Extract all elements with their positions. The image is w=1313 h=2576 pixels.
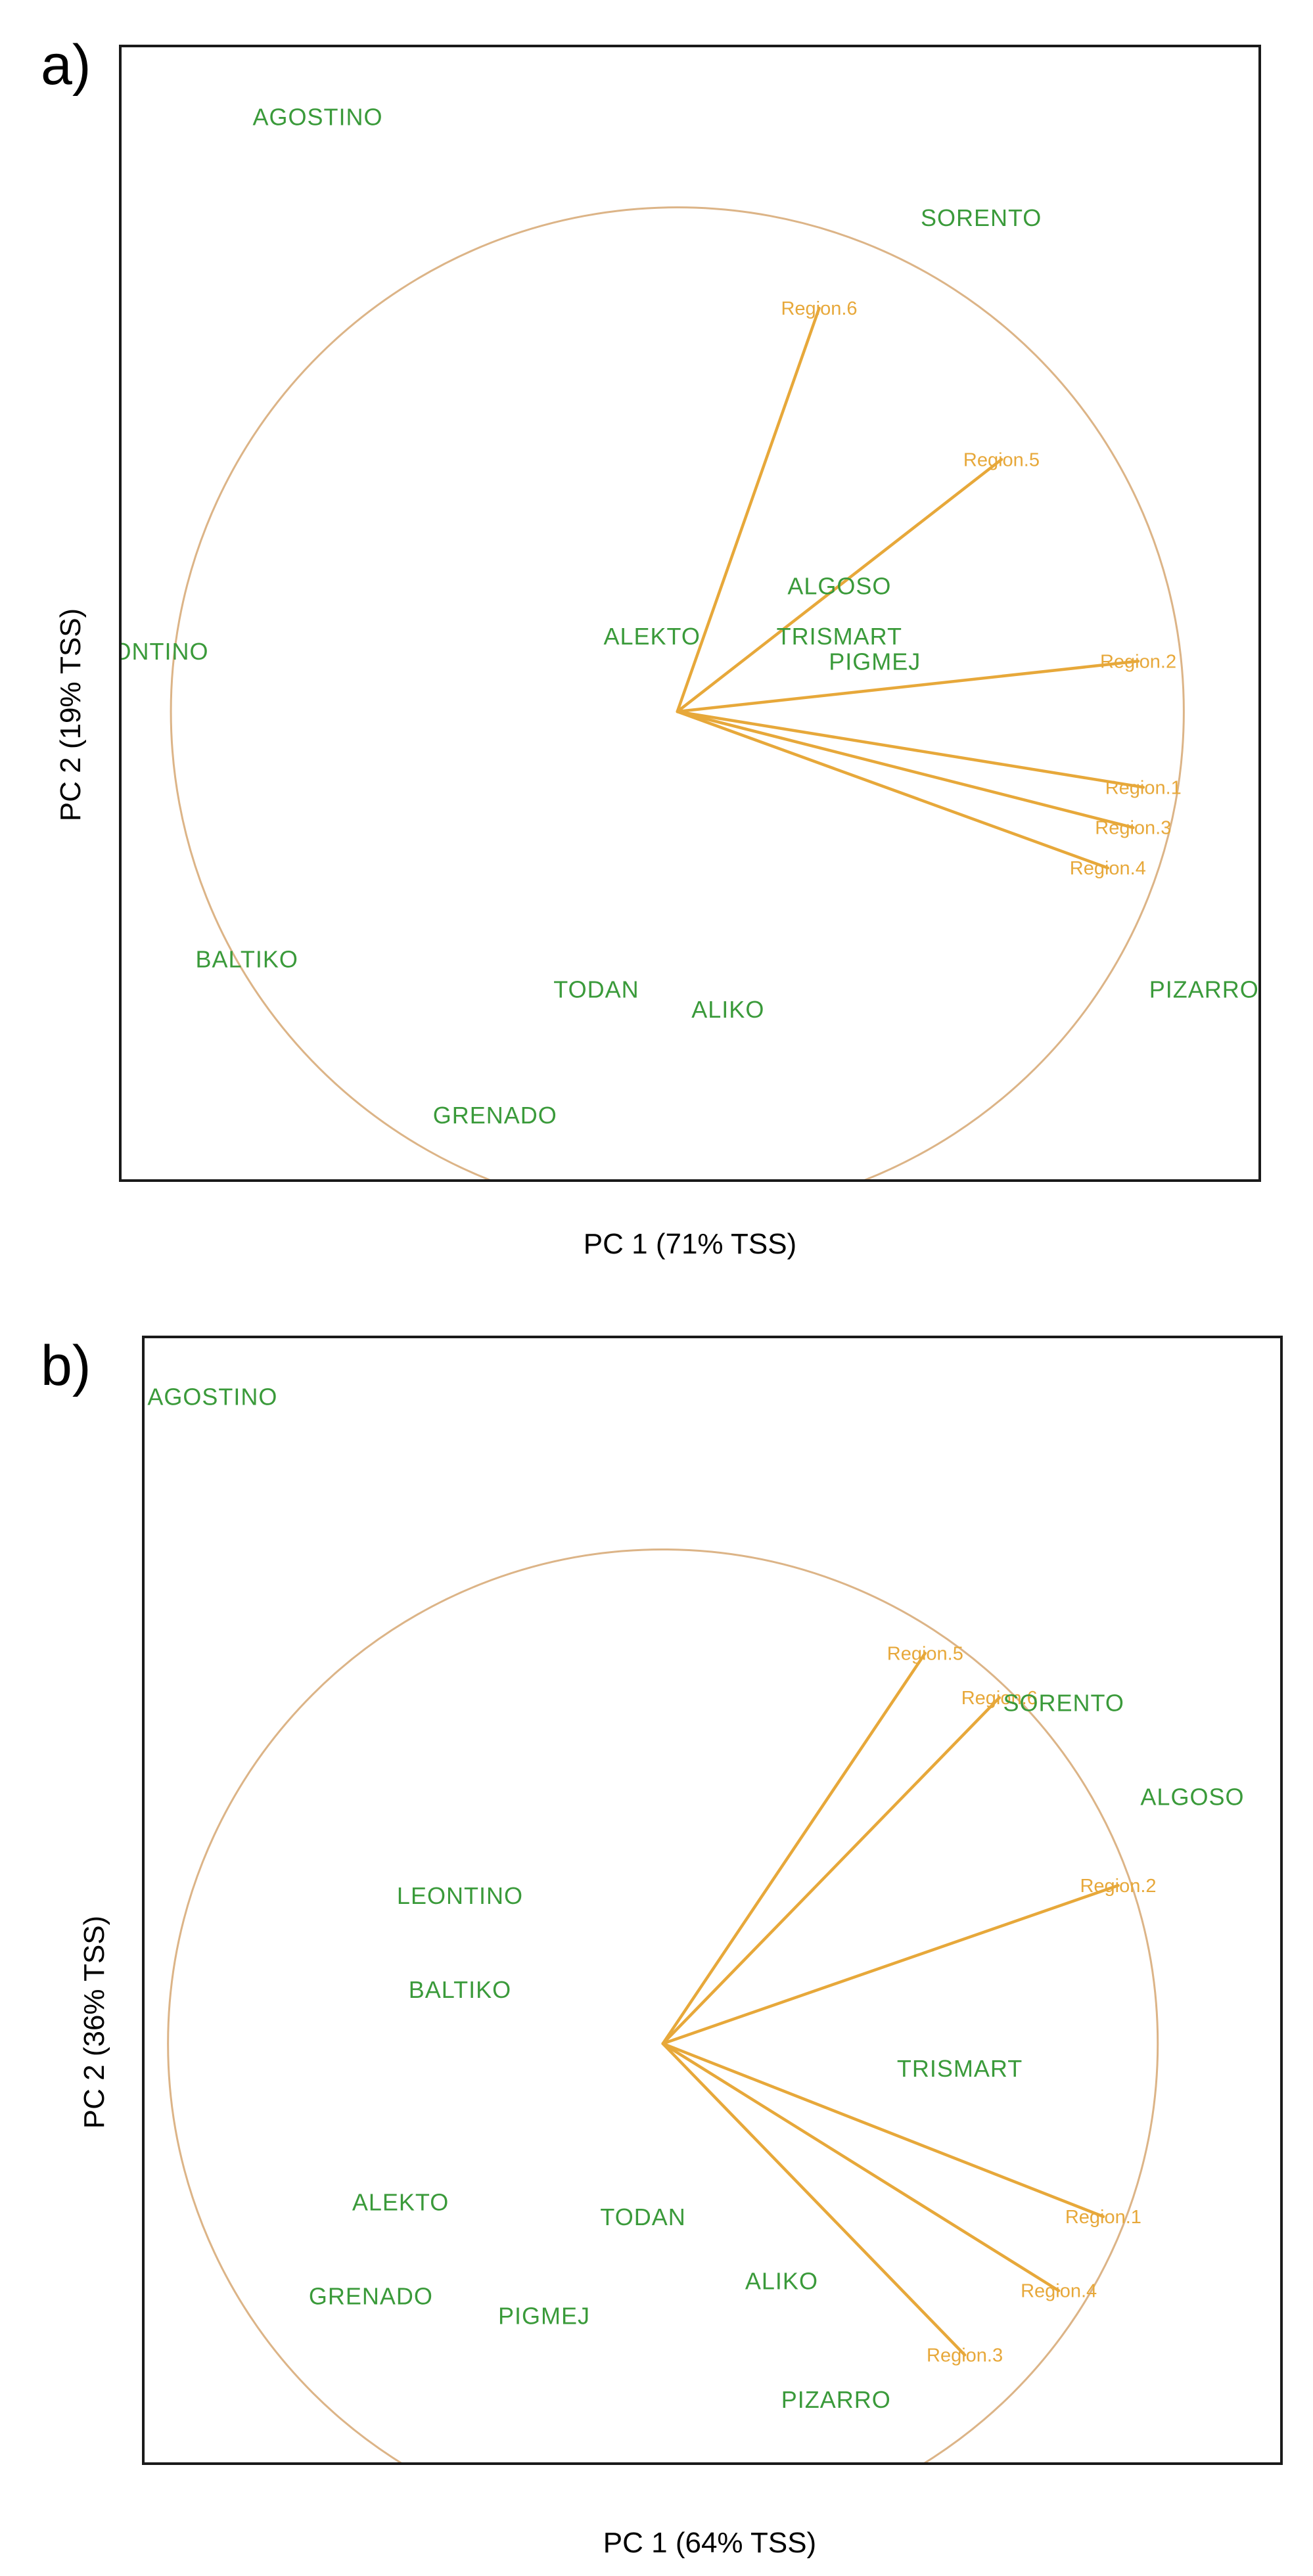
panel-b-frame <box>142 1336 1283 2465</box>
panel-b-plot-area: Region.5 Region.6 Region.2 Region.1 Region.4… <box>147 1383 1244 2464</box>
panel-b-y-axis-label: PC 2 (36% TSS) <box>78 1916 110 2129</box>
panel-b-variable-label-region-4: Region.4 <box>1021 2281 1097 2302</box>
panel-b-variable-label-region-1: Region.1 <box>1065 2207 1141 2228</box>
panel-a-arrow-region-5 <box>676 458 1003 713</box>
panel-a-observation-todan: TODAN <box>553 976 639 1003</box>
panel-b-observation-algoso: ALGOSO <box>1140 1784 1244 1811</box>
panel-b-observation-aliko: ALIKO <box>745 2268 818 2295</box>
panel-a-variable-label-region-4: Region.4 <box>1070 858 1146 879</box>
panel-a-arrow-region-3 <box>676 710 1135 829</box>
panel-a-observation-sorento: SORENTO <box>921 204 1042 231</box>
panel-b-observation-trismart: TRISMART <box>897 2055 1023 2082</box>
panel-a-label: a) <box>41 34 91 97</box>
panel-a-observation-alekto: ALEKTO <box>603 623 700 650</box>
panel-a-variable-label-region-6: Region.6 <box>781 298 857 319</box>
panel-b-variable-label-region-3: Region.3 <box>927 2345 1003 2366</box>
panel-b-observation-leontino: LEONTINO <box>397 1882 523 1909</box>
panel-a-observation-algoso: ALGOSO <box>787 572 891 599</box>
panel-a-frame <box>119 45 1261 1182</box>
panel-b-observation-sorento: SORENTO <box>1003 1690 1124 1717</box>
panel-b-arrow-region-6 <box>661 1696 1002 2045</box>
panel-a-observation-pizarro: PIZARRO <box>1149 976 1259 1003</box>
panel-a-correlation-circle <box>170 206 1185 1181</box>
panel-b-arrow-region-5 <box>661 1652 927 2045</box>
panel-b: b) PC 1 (64% TSS) PC 2 (36% TSS) Region.… <box>41 1334 1283 2559</box>
panel-b-arrow-region-3 <box>661 2042 967 2357</box>
panel-a-variable-label-region-3: Region.3 <box>1095 818 1171 839</box>
panel-b-arrow-region-1 <box>661 2042 1105 2219</box>
panel-b-observation-agostino: AGOSTINO <box>147 1383 277 1410</box>
panel-b-variable-label-region-5: Region.5 <box>887 1643 963 1664</box>
panel-a-observation-agostino: AGOSTINO <box>253 103 383 130</box>
panel-b-observation-pizarro: PIZARRO <box>781 2386 891 2413</box>
panel-b-observation-baltiko: BALTIKO <box>409 1976 511 2003</box>
panel-a-arrow-region-1 <box>676 710 1145 789</box>
panel-a-observation-leontino: LEONTINO <box>83 638 209 665</box>
panel-a-observation-pigmej: PIGMEJ <box>829 648 921 675</box>
panel-a-observation-baltiko: BALTIKO <box>195 945 298 972</box>
panel-b-correlation-circle <box>167 1548 1159 2464</box>
panel-b-observation-alekto: ALEKTO <box>352 2188 449 2215</box>
panel-a-arrow-region-4 <box>676 710 1110 870</box>
panel-b-label: b) <box>41 1334 91 1397</box>
panel-b-variable-label-region-2: Region.2 <box>1080 1876 1156 1897</box>
panel-a-variable-label-region-1: Region.1 <box>1105 777 1182 798</box>
panel-a-observation-trismart: TRISMART <box>777 623 902 650</box>
panel-b-arrow-region-4 <box>661 2042 1061 2292</box>
panel-b-observation-grenado: GRENADO <box>309 2282 433 2309</box>
panel-a-x-axis-label: PC 1 (71% TSS) <box>584 1228 796 1260</box>
panel-a-observation-grenado: GRENADO <box>433 1102 557 1129</box>
panel-a-observation-aliko: ALIKO <box>691 996 764 1023</box>
panel-b-arrow-region-2 <box>661 1884 1120 2045</box>
panel-b-observation-pigmej: PIGMEJ <box>498 2302 590 2329</box>
panel-a-y-axis-label: PC 2 (19% TSS) <box>55 608 87 821</box>
panel-a-arrow-region-6 <box>676 306 821 713</box>
panel-a-plot-area: Region.6 Region.5 Region.2 Region.1 Region.3… <box>83 103 1259 1181</box>
panel-b-observation-todan: TODAN <box>600 2203 685 2230</box>
panel-b-x-axis-label: PC 1 (64% TSS) <box>603 2527 816 2559</box>
panel-b-variable-label-region-6: Region.6 <box>961 1688 1038 1709</box>
panel-a-variable-label-region-5: Region.5 <box>963 449 1040 470</box>
panel-a-variable-label-region-2: Region.2 <box>1100 651 1176 672</box>
panel-a-arrow-region-2 <box>676 660 1140 713</box>
panel-a: a) PC 1 (71% TSS) PC 2 (19% TSS) Region.… <box>41 34 1261 1260</box>
